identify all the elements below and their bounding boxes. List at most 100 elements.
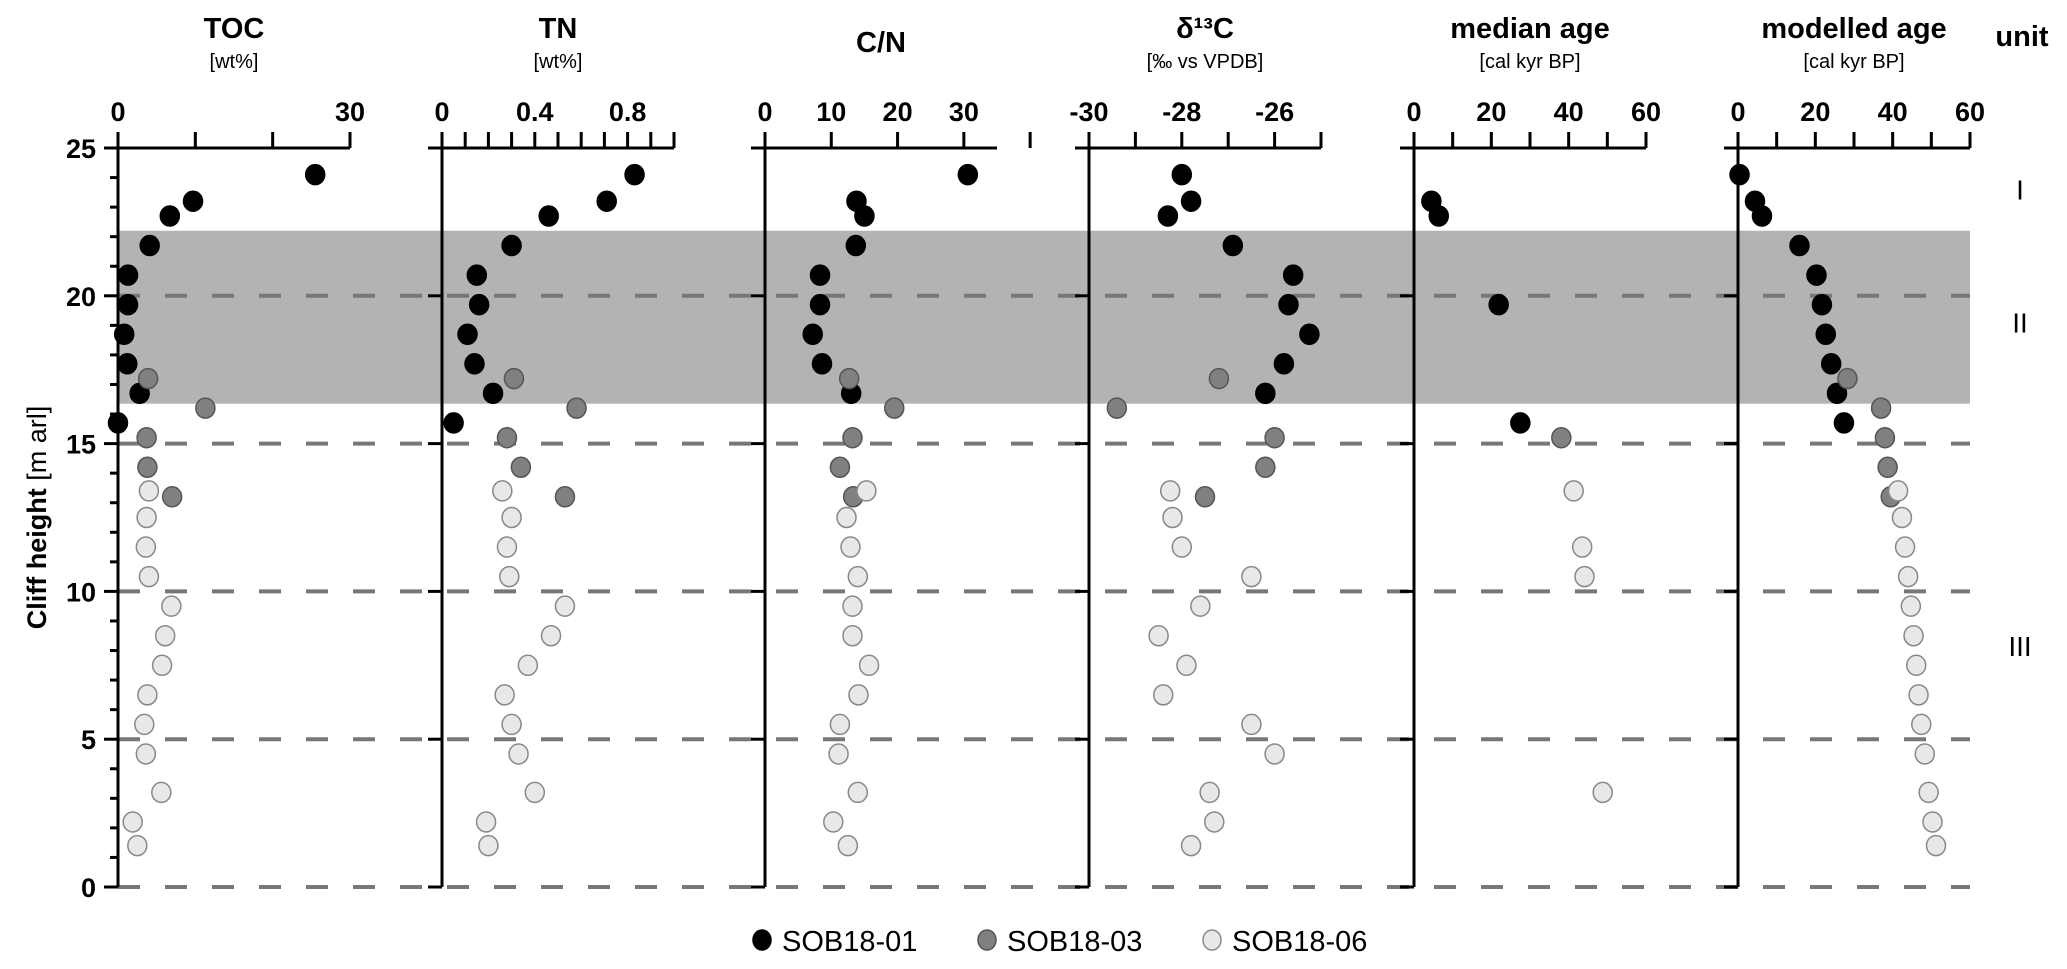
data-point-sob18-03-cn [829, 456, 851, 478]
data-point-sob18-01-modelled [1751, 205, 1773, 227]
data-point-sob18-01-toc [107, 412, 129, 434]
data-point-sob18-01-toc [117, 353, 138, 375]
y-tick-label: 15 [66, 430, 96, 460]
x-tick-label: 30 [949, 97, 979, 127]
data-point-sob18-01-tn [466, 264, 488, 286]
data-point-sob18-01-d13c [1255, 382, 1276, 405]
x-tick-label: -30 [1069, 97, 1108, 127]
x-tick-label: 0.8 [609, 97, 647, 127]
data-point-sob18-01-d13c [1282, 264, 1304, 286]
x-tick-label: 20 [883, 97, 913, 127]
panel-title: δ¹³C [1176, 13, 1234, 45]
data-point-sob18-06-tn [501, 506, 522, 529]
panel-unit: [wt%] [210, 51, 259, 73]
data-point-sob18-06-tn [496, 536, 518, 558]
data-point-sob18-06-d13c [1199, 781, 1220, 804]
data-point-sob18-06-modelled [1908, 684, 1929, 706]
data-point-sob18-03-median [1551, 426, 1572, 449]
data-point-sob18-01-tn [624, 163, 645, 186]
data-point-sob18-01-d13c [1299, 323, 1320, 345]
data-point-sob18-06-toc [154, 624, 176, 647]
data-point-sob18-01-cn [845, 234, 867, 257]
data-point-sob18-01-cn [811, 353, 833, 375]
x-tick-label: 60 [1955, 97, 1985, 127]
x-tick-label: -26 [1255, 97, 1294, 127]
data-point-sob18-01-cn [854, 205, 875, 227]
data-point-sob18-06-toc [161, 595, 182, 617]
data-point-sob18-01-modelled [1789, 234, 1810, 257]
panel-unit: [‰ vs VPDB] [1147, 51, 1264, 73]
data-point-sob18-06-d13c [1171, 536, 1193, 558]
data-point-sob18-06-tn [524, 781, 546, 804]
data-point-sob18-06-d13c [1241, 565, 1262, 588]
data-point-sob18-01-toc [139, 234, 160, 257]
panel-unit: [cal kyr BP] [1479, 51, 1580, 73]
data-point-sob18-01-toc [182, 190, 204, 212]
data-point-sob18-01-d13c [1171, 163, 1193, 186]
data-point-sob18-01-toc [159, 205, 181, 227]
data-point-sob18-06-cn [847, 565, 869, 588]
data-point-sob18-06-toc [136, 506, 157, 529]
data-point-sob18-01-median [1428, 205, 1449, 227]
data-point-sob18-01-cn [957, 163, 979, 186]
data-point-sob18-03-d13c [1255, 456, 1276, 478]
data-point-sob18-06-modelled [1897, 565, 1919, 588]
data-point-sob18-06-toc [122, 811, 143, 833]
data-point-sob18-01-tn [443, 412, 464, 434]
data-point-sob18-06-toc [138, 565, 160, 588]
data-point-sob18-03-toc [136, 426, 157, 449]
data-point-sob18-03-cn [838, 367, 860, 390]
x-tick-label: 0 [1406, 97, 1421, 127]
y-tick-label: 5 [81, 725, 96, 755]
data-point-sob18-03-cn [842, 426, 863, 449]
data-point-sob18-06-cn [823, 811, 844, 833]
data-point-sob18-06-d13c [1152, 684, 1174, 706]
data-point-sob18-06-cn [858, 654, 880, 677]
data-point-sob18-06-cn [842, 595, 863, 617]
data-point-sob18-01-tn [457, 323, 478, 345]
data-point-sob18-01-d13c [1180, 190, 1202, 212]
data-point-sob18-06-tn [508, 743, 529, 765]
panel-unit: [cal kyr BP] [1803, 51, 1904, 73]
data-point-sob18-06-modelled [1911, 713, 1932, 736]
data-point-sob18-06-tn [475, 811, 497, 833]
legend-label: SOB18-01 [782, 926, 917, 958]
data-point-sob18-03-tn [496, 426, 518, 449]
x-tick-label: 60 [1631, 97, 1661, 127]
unit-column-title: unit [1995, 21, 2048, 53]
panel-title: modelled age [1761, 13, 1946, 45]
data-point-sob18-06-median [1592, 781, 1613, 804]
x-tick-label: 30 [335, 97, 365, 127]
y-tick-label: 10 [66, 577, 96, 607]
data-point-sob18-01-median [1510, 412, 1531, 434]
x-tick-label: 0 [110, 97, 125, 127]
data-point-sob18-06-tn [540, 624, 562, 647]
data-point-sob18-01-tn [464, 353, 485, 375]
legend-label: SOB18-06 [1232, 926, 1367, 958]
y-axis-unit: [m arl] [22, 406, 52, 481]
data-point-sob18-01-modelled [1826, 382, 1848, 405]
data-point-sob18-06-cn [829, 713, 851, 736]
data-point-sob18-01-tn [501, 234, 522, 257]
data-point-sob18-06-median [1563, 480, 1584, 502]
data-point-sob18-01-median [1488, 293, 1509, 316]
data-point-sob18-03-cn [884, 397, 905, 419]
panel-title: TN [539, 13, 578, 45]
data-point-sob18-06-toc [151, 781, 172, 804]
data-point-sob18-06-toc [135, 743, 157, 765]
data-point-sob18-01-toc [117, 264, 139, 286]
y-axis-label: Cliff height [22, 481, 52, 629]
panel-unit: [wt%] [534, 51, 583, 73]
data-point-sob18-01-cn [809, 264, 831, 286]
data-point-sob18-01-d13c [1222, 234, 1244, 257]
data-point-sob18-01-tn [482, 382, 504, 405]
data-point-sob18-01-modelled [1729, 163, 1750, 186]
data-point-sob18-06-cn [836, 506, 857, 529]
y-axis-title: Cliff height [m arl] [22, 406, 52, 630]
data-point-sob18-06-tn [517, 654, 539, 677]
x-tick-label: 0 [434, 97, 449, 127]
data-point-sob18-06-modelled [1922, 811, 1943, 833]
data-point-sob18-06-modelled [1887, 480, 1909, 502]
data-point-sob18-01-modelled [1833, 412, 1855, 434]
x-tick-label: 10 [816, 97, 846, 127]
